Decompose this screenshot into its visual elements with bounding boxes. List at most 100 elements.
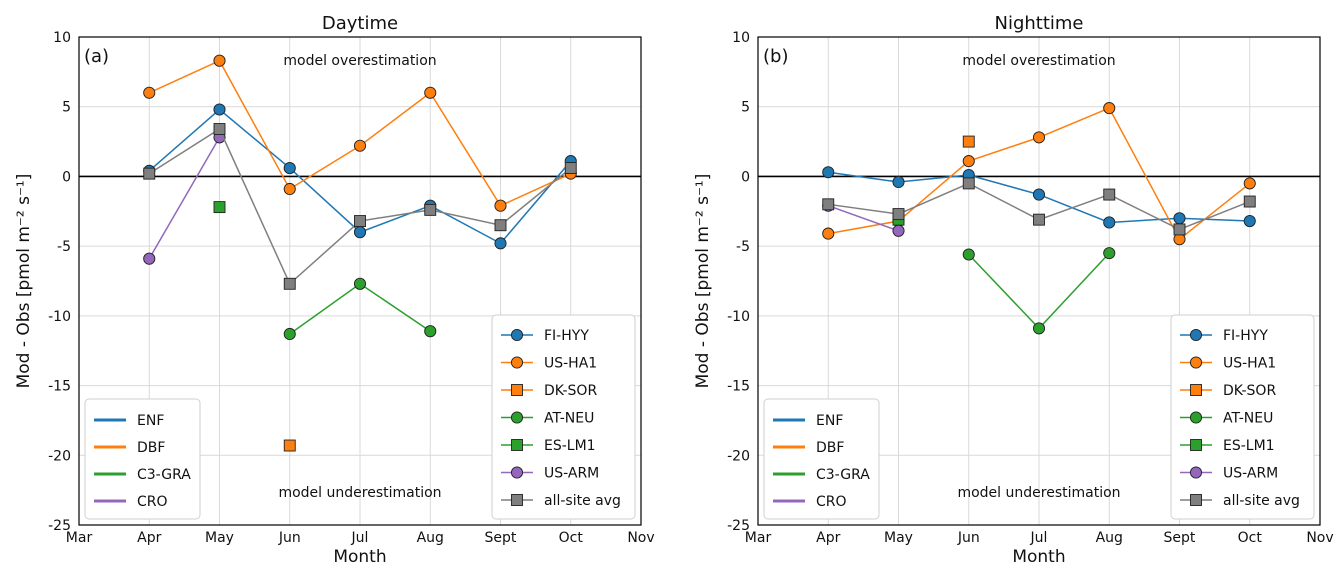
panel-label: (b) (763, 46, 788, 67)
legend-sites-label: AT-NEU (544, 411, 594, 427)
data-point (962, 177, 975, 190)
data-point (1243, 214, 1256, 228)
x-tick-label: Mar (66, 530, 93, 546)
x-tick-label: May (884, 530, 913, 546)
series-all-site-avg (143, 123, 577, 290)
y-tick-label: 0 (741, 169, 750, 185)
y-tick-label: -10 (727, 309, 750, 325)
x-axis-label: Month (1012, 547, 1065, 567)
legend-pft-box (763, 398, 880, 520)
legend-sites-label: ES-LM1 (1223, 438, 1275, 454)
legend-pft: ENF DBF C3-GRA CRO (84, 398, 201, 520)
y-tick-label: -15 (48, 379, 71, 395)
series-dk-sor (283, 439, 296, 452)
data-point (1033, 213, 1045, 226)
x-tick-label: Mar (745, 530, 772, 546)
data-point (822, 227, 835, 240)
legend-sites-marker (510, 356, 524, 369)
chart-title: Daytime (322, 13, 398, 34)
series-dk-sor (962, 135, 975, 148)
y-tick-label: 0 (62, 169, 71, 185)
legend-sites-marker (1189, 411, 1203, 424)
legend-sites-marker (1189, 466, 1203, 479)
data-point (283, 277, 296, 290)
legend-sites-label: FI-HYY (1223, 328, 1268, 344)
data-point (822, 198, 835, 211)
legend-sites-label: all-site avg (1223, 493, 1300, 509)
data-point (1032, 188, 1046, 201)
x-tick-label: Jun (278, 530, 301, 546)
data-point (1173, 212, 1186, 225)
legend-sites-marker (1189, 356, 1203, 369)
legend-sites-marker (510, 328, 524, 342)
x-tick-label: Sept (1164, 530, 1196, 546)
data-point (283, 327, 296, 341)
legend-pft-label: C3-GRA (816, 467, 870, 483)
chart-panel-daytime: Mar Apr May Jun Jul Aug Sept Oct Nov 10 5 0 -5 -10 -15… (14, 13, 655, 567)
legend-sites-box (491, 314, 636, 520)
y-axis-label: Mod - Obs [pmol m⁻² s⁻¹] (693, 174, 713, 389)
panel-label: (a) (84, 46, 109, 67)
x-tick-label: Aug (1096, 530, 1123, 546)
x-axis-label: Month (333, 547, 386, 567)
data-point (892, 175, 905, 189)
legend-pft: ENF DBF C3-GRA CRO (763, 398, 880, 520)
data-point (213, 103, 226, 116)
legend-pft-label: DBF (816, 440, 844, 456)
legend-sites-label: DK-SOR (1223, 383, 1276, 399)
legend-sites-label: ES-LM1 (544, 438, 596, 454)
data-point (494, 199, 507, 212)
legend-sites-label: DK-SOR (544, 383, 597, 399)
legend-sites-label: US-ARM (544, 466, 599, 482)
data-point (353, 277, 367, 290)
series-at-neu (283, 277, 437, 341)
legend-sites: FI-HYY US-HA1 DK-SOR AT-NEU ES-LM1 US-ARM all-… (491, 314, 636, 520)
legend-sites-label: FI-HYY (544, 328, 589, 344)
y-tick-label: -5 (57, 239, 71, 255)
x-tick-label: May (205, 530, 234, 546)
data-point (424, 86, 437, 99)
y-tick-label: 5 (741, 100, 750, 116)
annotation-overestimation: model overestimation (283, 53, 436, 69)
x-tick-label: Jul (351, 530, 369, 546)
legend-sites-marker (1189, 328, 1203, 342)
data-point (1103, 102, 1116, 115)
legend-sites-box (1170, 314, 1315, 520)
legend-sites-marker (1190, 494, 1202, 506)
y-tick-label: 5 (62, 100, 71, 116)
y-tick-label: -10 (48, 309, 71, 325)
data-point (1173, 223, 1186, 236)
legend-sites-label: all-site avg (544, 493, 621, 509)
chart-panel-nighttime: Mar Apr May Jun Jul Aug Sept Oct Nov 10 5 0 -5 -10 -15… (693, 13, 1334, 567)
data-point (283, 439, 296, 452)
data-point (143, 86, 156, 99)
x-tick-label: Apr (816, 530, 840, 546)
legend-sites-label: US-HA1 (544, 356, 597, 372)
data-point (353, 139, 367, 152)
data-point (494, 219, 507, 232)
legend-sites-label: AT-NEU (1223, 411, 1273, 427)
data-point (1243, 177, 1256, 190)
data-point (213, 201, 226, 214)
data-point (564, 162, 577, 175)
series-fi-hyy (822, 166, 1256, 229)
data-point (1103, 188, 1116, 201)
annotation-overestimation: model overestimation (962, 53, 1115, 69)
legend-sites-marker (1190, 384, 1202, 396)
data-point (283, 182, 296, 196)
data-point (822, 166, 835, 179)
y-tick-label: -5 (736, 239, 750, 255)
data-point (1103, 216, 1116, 229)
data-point (354, 215, 366, 227)
y-axis-label: Mod - Obs [pmol m⁻² s⁻¹] (14, 174, 34, 389)
x-tick-label: Oct (559, 530, 584, 546)
annotation-underestimation: model underestimation (957, 485, 1120, 501)
y-tick-label: -20 (727, 448, 750, 464)
data-point (143, 167, 156, 180)
data-point (962, 248, 975, 261)
x-tick-label: Oct (1238, 530, 1263, 546)
data-point (213, 123, 226, 135)
x-tick-label: Apr (137, 530, 161, 546)
x-tick-label: Nov (627, 530, 654, 546)
